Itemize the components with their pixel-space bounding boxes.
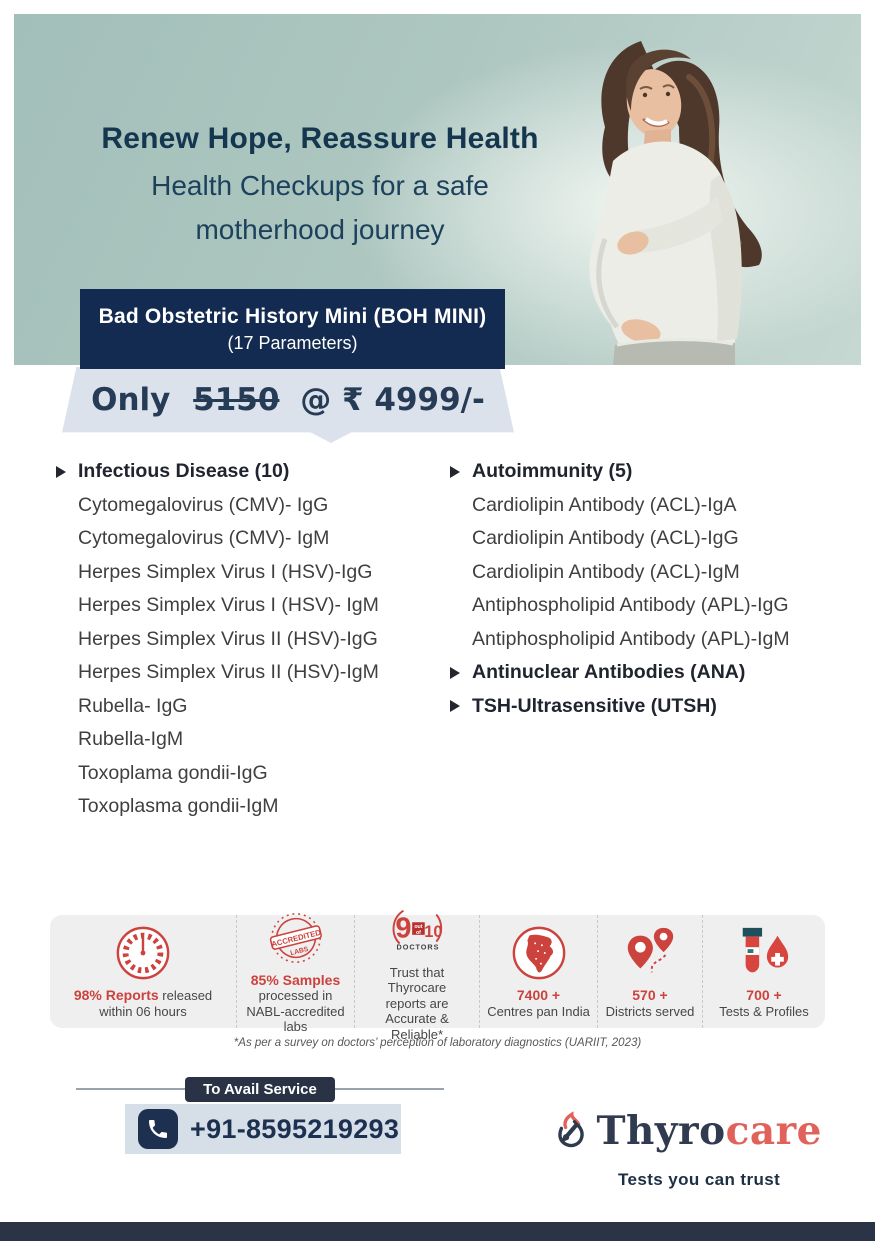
brand-tagline: Tests you can trust xyxy=(618,1170,781,1189)
test-item: Cardiolipin Antibody (ACL)-IgG xyxy=(472,527,739,550)
test-item: Antiphospholipid Antibody (APL)-IgM xyxy=(472,627,790,650)
stat-tests: 700 + Tests & Profiles xyxy=(703,915,825,1028)
test-group-header-utsh: TSH-Ultrasensitive (UTSH) xyxy=(450,690,850,724)
to-avail-service-badge: To Avail Service xyxy=(185,1077,335,1102)
svg-text:10: 10 xyxy=(424,923,442,941)
test-item: Rubella- IgG xyxy=(78,694,188,717)
test-item: Toxoplasma gondii-IgM xyxy=(78,795,279,818)
phone-contact[interactable]: +91-8595219293 xyxy=(125,1104,401,1154)
test-item: Cardiolipin Antibody (ACL)-IgM xyxy=(472,560,740,583)
stat-reports: 98% Reports released within 06 hours xyxy=(50,915,237,1028)
svg-text:LABS: LABS xyxy=(289,945,309,956)
test-group-header: Autoimmunity (5) xyxy=(450,455,850,489)
brand-name-part1: Thyro xyxy=(596,1108,726,1154)
test-item: Herpes Simplex Virus II (HSV)-IgG xyxy=(78,627,378,650)
accredited-labs-stamp-icon: ACCREDITED LABS xyxy=(269,912,322,963)
price-ribbon: Only 5150 @ ₹ 4999/- xyxy=(62,367,514,443)
subheadline-line2: motherhood journey xyxy=(195,214,445,245)
nine-out-of-ten-doctors-icon: 9 out of 10 DOCTORS xyxy=(392,909,443,951)
stat-samples: ACCREDITED LABS 85% Samples processed in… xyxy=(237,912,355,1034)
thyrocare-logo: Thyrocare Tests you can trust xyxy=(552,1100,822,1190)
test-tube-blood-drop-icon xyxy=(742,927,789,973)
test-list-infectious-disease: Infectious Disease (10) Cytomegalovirus … xyxy=(56,455,436,824)
svg-text:DOCTORS: DOCTORS xyxy=(397,942,440,951)
india-map-icon xyxy=(512,926,565,980)
footer-bar xyxy=(0,1222,875,1241)
bullet-triangle-icon xyxy=(450,700,460,713)
test-group-header: Infectious Disease (10) xyxy=(56,455,436,489)
package-parameters: (17 Parameters) xyxy=(227,332,358,353)
test-item: Rubella-IgM xyxy=(78,728,184,751)
stat-districts: 570 + Districts served xyxy=(598,915,703,1028)
timer-icon xyxy=(116,926,170,980)
svg-text:of: of xyxy=(416,930,421,936)
thyrocare-logo-icon xyxy=(558,1111,584,1148)
svg-text:9: 9 xyxy=(395,912,411,944)
survey-footnote: *As per a survey on doctors’ perception … xyxy=(233,1037,642,1049)
offer-price: @ ₹ 4999/- xyxy=(300,382,485,418)
test-list-autoimmunity: Autoimmunity (5) Cardiolipin Antibody (A… xyxy=(450,455,850,723)
test-item: Antiphospholipid Antibody (APL)-IgG xyxy=(472,594,789,617)
test-item: Herpes Simplex Virus I (HSV)- IgM xyxy=(78,594,379,617)
bullet-triangle-icon xyxy=(450,666,460,679)
original-price: 5150 xyxy=(193,382,280,418)
phone-icon xyxy=(138,1109,178,1149)
price-prefix: Only xyxy=(91,382,171,418)
svg-text:out: out xyxy=(414,924,422,930)
test-group-header-ana: Antinuclear Antibodies (ANA) xyxy=(450,656,850,690)
pregnant-woman-photo xyxy=(589,41,762,365)
phone-number[interactable]: +91-8595219293 xyxy=(190,1113,400,1144)
test-item: Herpes Simplex Virus I (HSV)-IgG xyxy=(78,560,373,583)
test-item: Cytomegalovirus (CMV)- IgM xyxy=(78,527,330,550)
stat-doctors-trust: 9 out of 10 DOCTORS Trust that Thyrocare… xyxy=(355,909,480,1042)
test-item: Cardiolipin Antibody (ACL)-IgA xyxy=(472,493,737,516)
stats-bar: 98% Reports released within 06 hours ACC… xyxy=(50,909,825,1042)
package-title-banner: Bad Obstetric History Mini (BOH MINI) (1… xyxy=(80,289,505,369)
test-item: Cytomegalovirus (CMV)- IgG xyxy=(78,493,329,516)
subheadline-line1: Health Checkups for a safe xyxy=(151,170,489,201)
test-item: Herpes Simplex Virus II (HSV)-IgM xyxy=(78,661,379,684)
package-name: Bad Obstetric History Mini (BOH MINI) xyxy=(98,304,487,328)
test-item: Toxoplama gondii-IgG xyxy=(78,761,268,784)
location-pins-icon xyxy=(627,927,674,973)
brand-name-part2: care xyxy=(725,1108,822,1154)
headline: Renew Hope, Reassure Health xyxy=(101,122,539,155)
bullet-triangle-icon xyxy=(56,465,66,478)
stat-centres: 7400 + Centres pan India xyxy=(480,915,598,1028)
bullet-triangle-icon xyxy=(450,465,460,478)
